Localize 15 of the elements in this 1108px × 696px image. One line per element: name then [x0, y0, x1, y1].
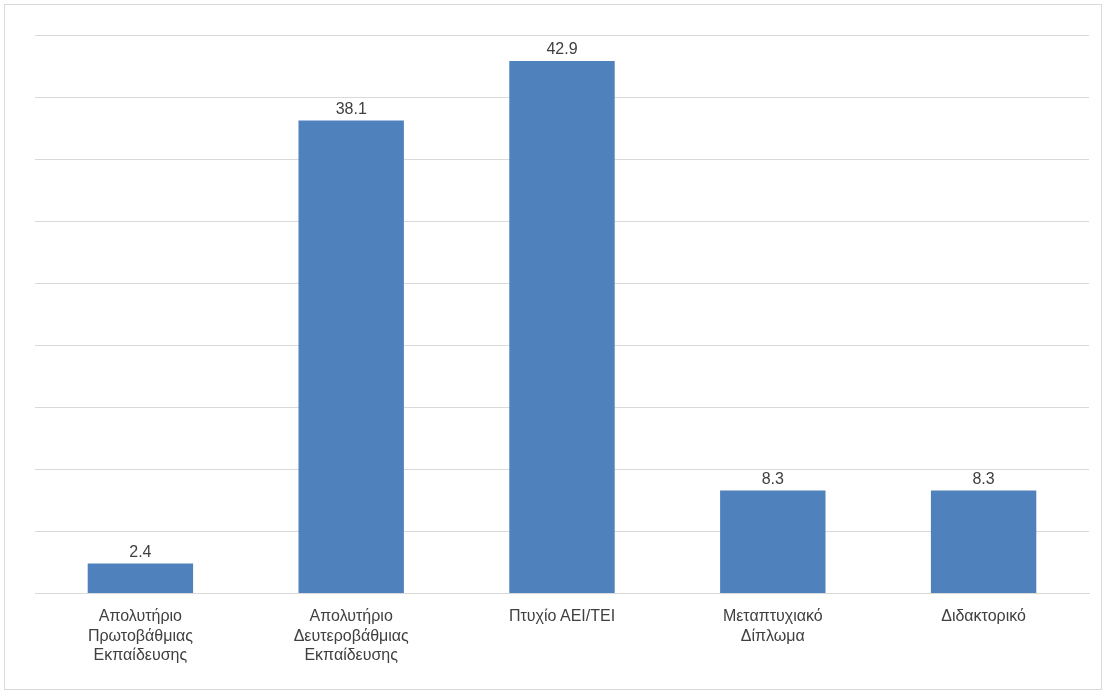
bar	[87, 563, 194, 593]
bar	[720, 490, 826, 593]
x-tick-label: Μεταπτυχιακό Δίπλωμα	[722, 607, 823, 644]
data-label: 38.1	[335, 100, 367, 118]
x-tick-label: Απολυτήριο Δευτεροβάθμιας Εκπαίδευσης	[293, 607, 410, 663]
data-label: 2.4	[129, 543, 152, 561]
x-tick-label: Διδακτορικό	[941, 607, 1027, 625]
bar	[930, 490, 1037, 593]
bar	[298, 120, 404, 593]
data-label: 42.9	[546, 40, 578, 58]
bar	[509, 61, 615, 593]
x-tick-label: Απολυτήριο Πρωτοβάθμιας Εκπαίδευσης	[87, 607, 194, 663]
data-label: 8.3	[972, 469, 995, 487]
data-label: 8.3	[761, 469, 785, 487]
x-tick-label: Πτυχίο ΑΕΙ/ΤΕΙ	[508, 607, 616, 625]
